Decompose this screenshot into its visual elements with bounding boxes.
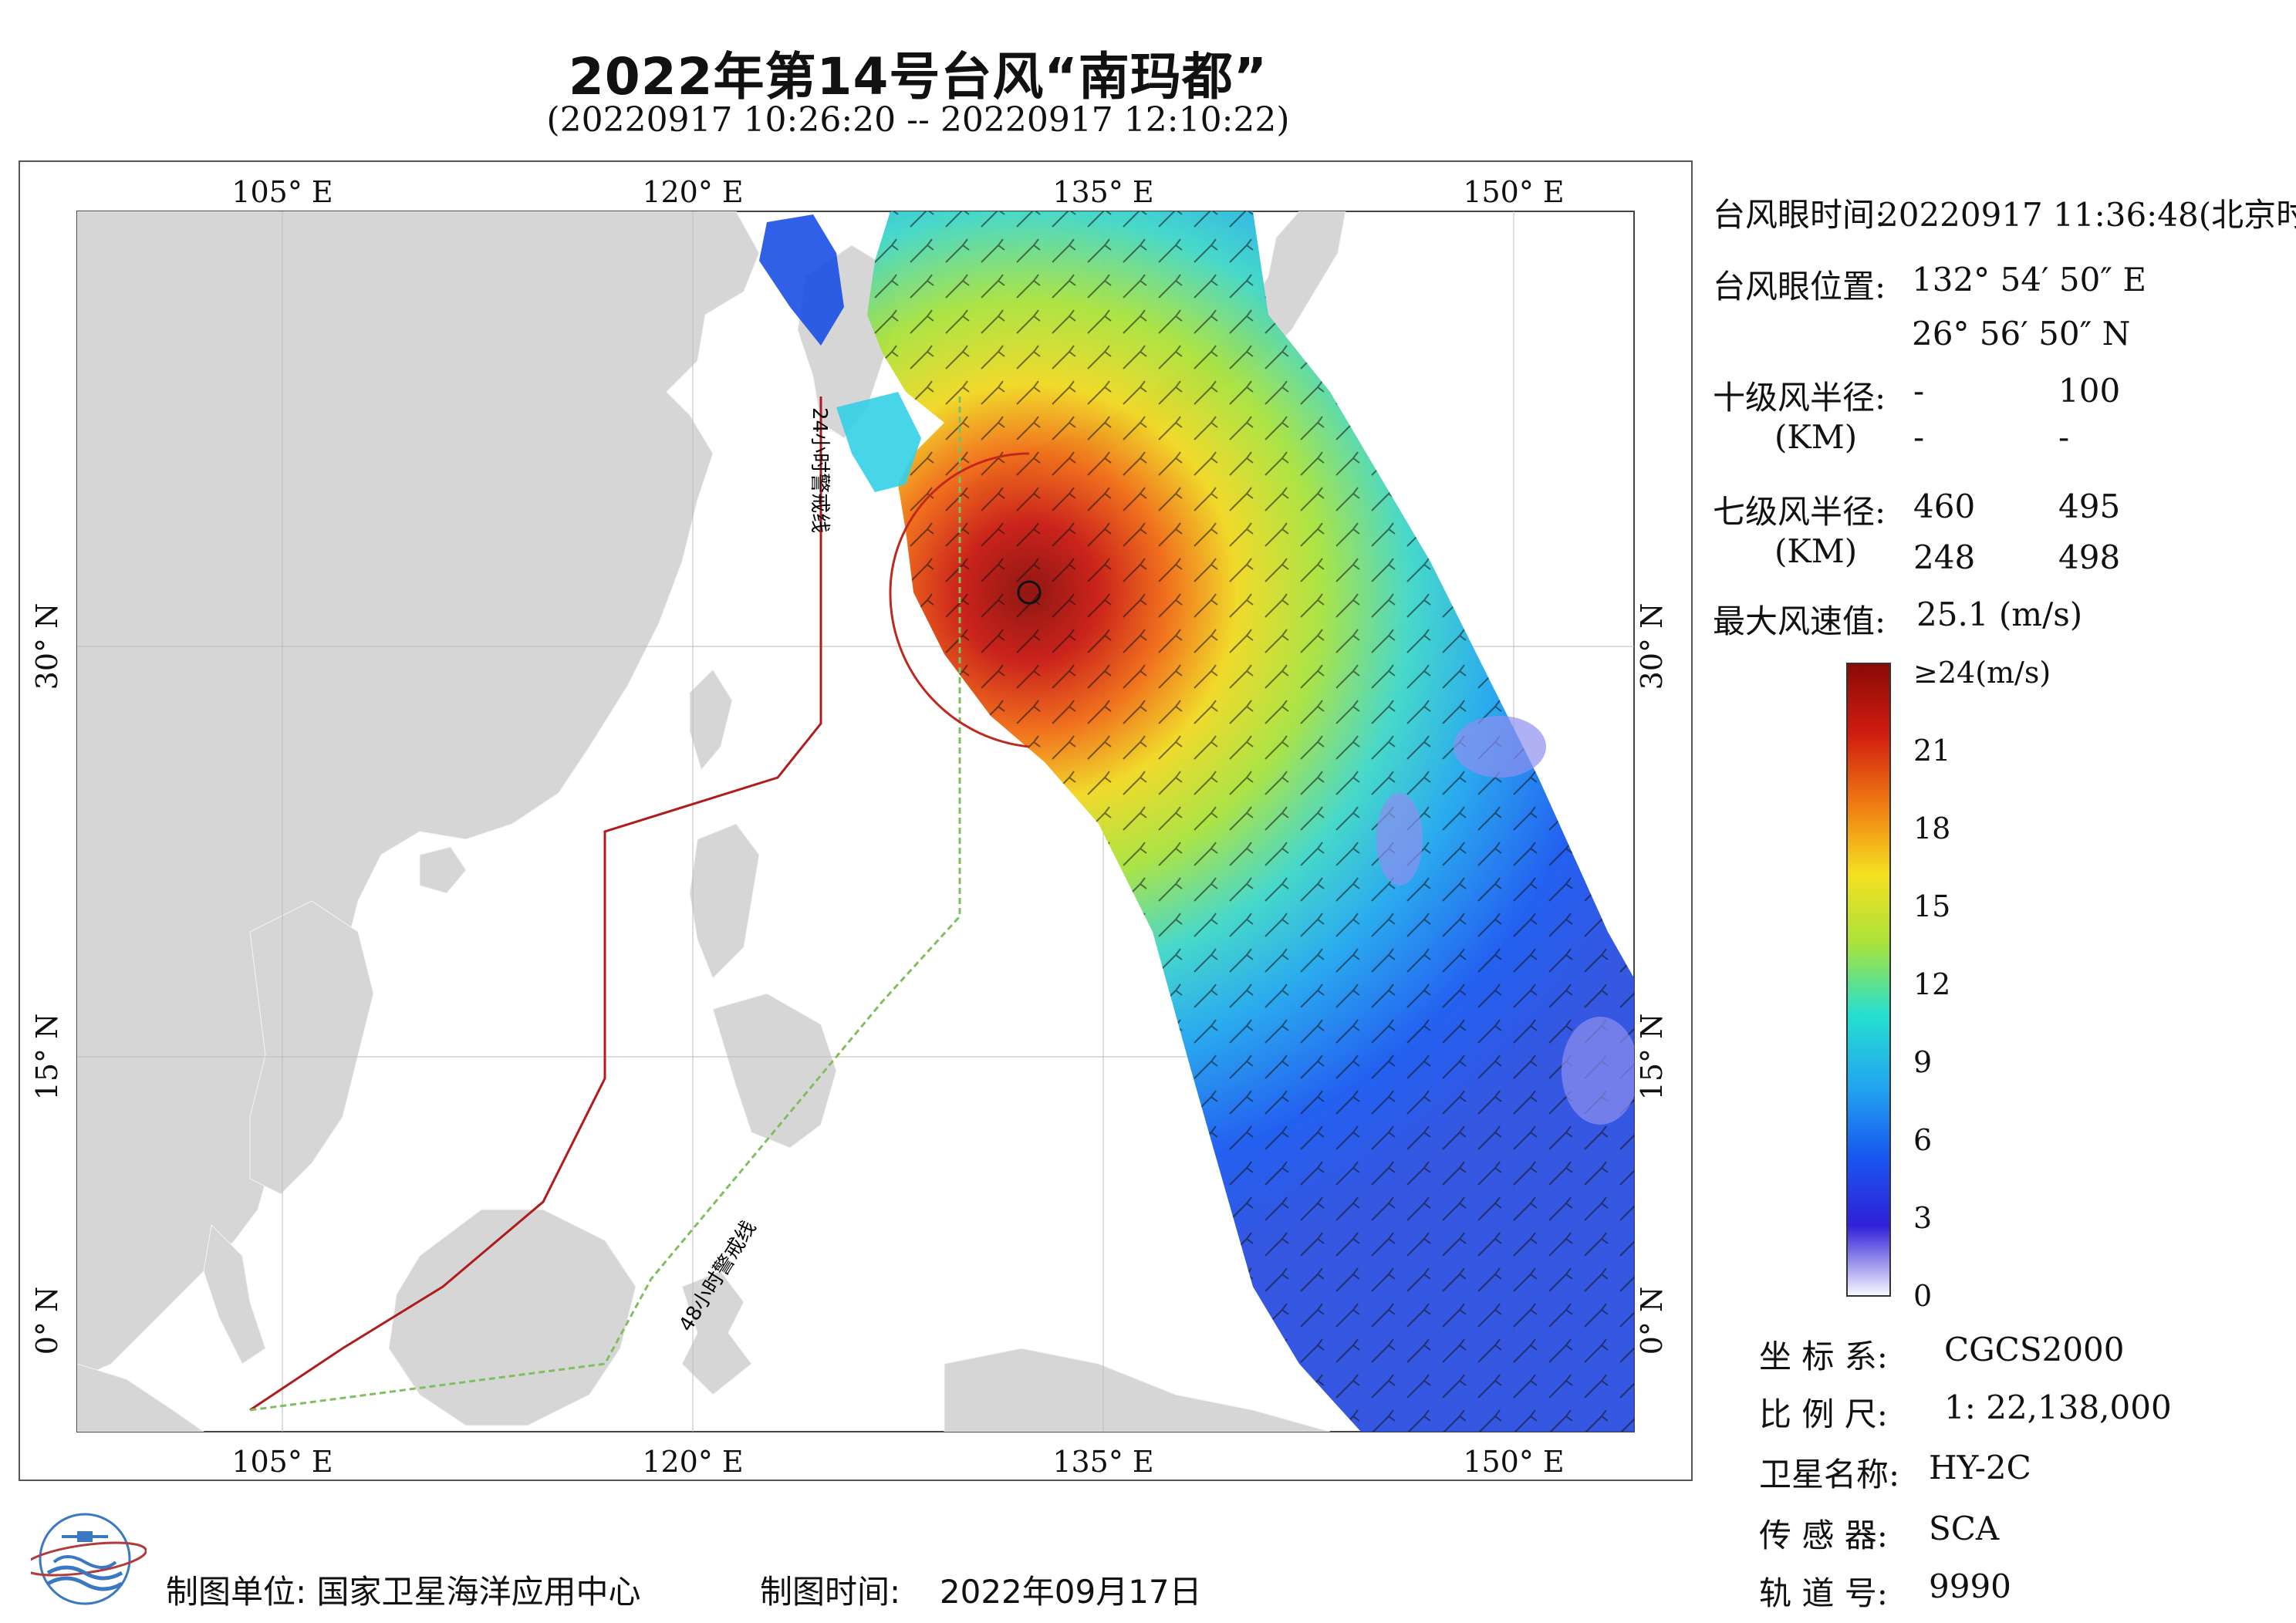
max-wind-label: 最大风速值: bbox=[1713, 602, 1886, 640]
new-guinea bbox=[944, 1348, 1331, 1432]
wind-radius-7-lower bbox=[889, 592, 1030, 748]
eye-time-label: 台风眼时间: bbox=[1713, 196, 1886, 234]
scale-label: 比 例 尺: bbox=[1759, 1395, 1888, 1433]
sumatra bbox=[77, 1363, 204, 1432]
r10-value-3: - bbox=[1913, 418, 1925, 456]
colorbar-label-7: 3 bbox=[1913, 1201, 1933, 1235]
lon-tick-top-0: 105° E bbox=[231, 175, 333, 209]
indochina bbox=[249, 900, 374, 1195]
r7-label: 七级风半径: bbox=[1713, 493, 1886, 531]
scale-value: 1: 22,138,000 bbox=[1944, 1388, 2172, 1426]
eye-position-label: 台风眼位置: bbox=[1713, 268, 1886, 305]
colorbar-label-4: 12 bbox=[1913, 967, 1951, 1001]
warning-line-48h bbox=[249, 396, 961, 1412]
lon-tick-top-3: 150° E bbox=[1463, 175, 1564, 209]
r7-value-2: 495 bbox=[2058, 488, 2121, 525]
footer-time-label: 制图时间: bbox=[760, 1573, 901, 1611]
r10-unit: (KM) bbox=[1774, 418, 1858, 456]
max-wind-value: 25.1 (m/s) bbox=[1916, 596, 2083, 633]
philippines-south bbox=[712, 993, 837, 1149]
map-title: 2022年第14号台风“南玛都” bbox=[568, 47, 1268, 106]
nsoas-logo bbox=[31, 1513, 147, 1605]
colorbar bbox=[1846, 663, 1891, 1297]
satellite-label: 卫星名称: bbox=[1759, 1456, 1900, 1493]
orbit-label: 轨 道 号: bbox=[1759, 1574, 1888, 1612]
philippines-luzon bbox=[689, 823, 760, 979]
wind-radius-7 bbox=[889, 452, 1030, 593]
lat-tick-right-1: 15° N bbox=[1635, 1014, 1669, 1101]
lon-tick-bottom-2: 135° E bbox=[1052, 1445, 1153, 1479]
footer-time-value: 2022年09月17日 bbox=[939, 1573, 1202, 1611]
map-subtitle: (20220917 10:26:20 -- 20220917 12:10:22) bbox=[546, 100, 1290, 140]
swath-fragment-north bbox=[759, 214, 844, 346]
lat-tick-right-0: 30° N bbox=[1635, 603, 1669, 690]
map-frame bbox=[19, 160, 1693, 1481]
warning-line-24h bbox=[249, 396, 822, 1412]
lon-tick-top-1: 120° E bbox=[642, 175, 743, 209]
wind-barbs bbox=[867, 211, 1634, 1432]
lat-tick-left-2: 0° N bbox=[30, 1287, 64, 1355]
borneo bbox=[388, 1209, 636, 1426]
typhoon-eye[interactable] bbox=[1017, 580, 1042, 605]
r7-value-4: 498 bbox=[2058, 538, 2121, 576]
lon-tick-bottom-1: 120° E bbox=[642, 1445, 743, 1479]
r10-value-2: 100 bbox=[2058, 372, 2121, 410]
colorbar-label-3: 15 bbox=[1913, 889, 1951, 923]
hainan bbox=[419, 846, 467, 894]
colorbar-label-2: 18 bbox=[1913, 812, 1951, 845]
r10-label: 十级风半径: bbox=[1713, 379, 1886, 417]
coord-system-value: CGCS2000 bbox=[1944, 1331, 2125, 1368]
orbit-value: 9990 bbox=[1929, 1567, 2011, 1605]
warning-line-24h-label: 24小时警戒线 bbox=[808, 407, 831, 533]
lat-tick-left-1: 15° N bbox=[30, 1014, 64, 1101]
r7-value-1: 460 bbox=[1913, 488, 1976, 525]
r7-unit: (KM) bbox=[1774, 532, 1858, 570]
sulawesi bbox=[681, 1270, 752, 1395]
r10-value-1: - bbox=[1913, 372, 1925, 410]
low-wind-patches bbox=[1376, 716, 1634, 1125]
sensor-label: 传 感 器: bbox=[1759, 1517, 1888, 1554]
lon-tick-bottom-0: 105° E bbox=[231, 1445, 333, 1479]
footer-unit-label: 制图单位: bbox=[166, 1573, 307, 1611]
colorbar-label-0: ≥24(m/s) bbox=[1913, 656, 2051, 690]
lat-tick-right-2: 0° N bbox=[1635, 1287, 1669, 1355]
taiwan bbox=[689, 669, 733, 771]
coord-system-label: 坐 标 系: bbox=[1759, 1338, 1888, 1375]
sensor-value: SCA bbox=[1929, 1510, 2000, 1547]
lon-tick-bottom-3: 150° E bbox=[1463, 1445, 1564, 1479]
colorbar-label-5: 9 bbox=[1913, 1045, 1933, 1079]
footer-unit-value: 国家卫星海洋应用中心 bbox=[316, 1573, 641, 1611]
eye-time-value: 20220917 11:36:48(北京时) bbox=[1878, 196, 2296, 234]
malay-peninsula bbox=[203, 1223, 266, 1365]
eye-longitude: 132° 54′ 50″ E bbox=[1912, 261, 2146, 299]
lon-tick-top-2: 135° E bbox=[1052, 175, 1153, 209]
colorbar-label-1: 21 bbox=[1913, 734, 1951, 768]
lat-tick-left-0: 30° N bbox=[30, 603, 64, 690]
swath-fragment-west bbox=[836, 392, 921, 492]
eye-latitude: 26° 56′ 50″ N bbox=[1912, 315, 2131, 353]
r7-value-3: 248 bbox=[1913, 538, 1976, 576]
colorbar-label-8: 0 bbox=[1913, 1279, 1933, 1313]
colorbar-label-6: 6 bbox=[1913, 1123, 1933, 1157]
r10-value-4: - bbox=[2058, 418, 2070, 456]
satellite-value: HY-2C bbox=[1929, 1449, 2031, 1486]
